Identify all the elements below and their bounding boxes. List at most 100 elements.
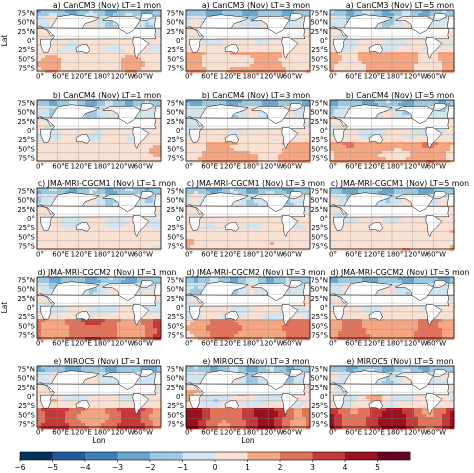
field-cell xyxy=(330,61,335,65)
field-cell xyxy=(450,46,455,50)
field-cell xyxy=(194,154,199,158)
field-cell xyxy=(101,58,106,62)
field-cell xyxy=(418,160,423,164)
field-cell xyxy=(302,130,307,134)
field-cell xyxy=(53,245,58,249)
field-cell xyxy=(290,145,295,149)
field-cell xyxy=(302,43,307,47)
lat-tick-label: 0° xyxy=(176,37,184,45)
field-cell xyxy=(250,139,255,143)
field-cell xyxy=(418,49,423,53)
field-cell xyxy=(330,127,335,131)
field-cell xyxy=(105,218,110,222)
field-cell xyxy=(294,64,299,68)
field-cell xyxy=(378,112,383,116)
field-cell xyxy=(338,145,343,149)
field-cell xyxy=(198,160,203,164)
field-cell xyxy=(298,160,303,164)
field-cell xyxy=(69,218,74,222)
field-cell xyxy=(37,70,42,74)
field-cell xyxy=(334,124,339,128)
field-cell xyxy=(442,67,447,71)
field-cell xyxy=(57,154,62,158)
field-cell xyxy=(137,194,142,198)
field-cell xyxy=(69,221,74,225)
field-cell xyxy=(414,40,419,44)
field-cell xyxy=(41,22,46,26)
field-cell xyxy=(222,145,227,149)
field-cell xyxy=(234,61,239,65)
field-cell xyxy=(101,64,106,68)
field-cell xyxy=(45,239,50,243)
field-cell xyxy=(198,145,203,149)
field-cell xyxy=(210,188,215,192)
field-cell xyxy=(210,13,215,17)
field-cell xyxy=(202,139,207,143)
field-cell xyxy=(298,112,303,116)
field-cell xyxy=(398,10,403,14)
field-cell xyxy=(113,133,118,137)
field-cell xyxy=(113,40,118,44)
field-cell xyxy=(302,55,307,59)
field-cell xyxy=(210,160,215,164)
field-cell xyxy=(149,58,154,62)
field-cell xyxy=(49,49,54,53)
field-cell xyxy=(346,55,351,59)
field-cell xyxy=(190,13,195,17)
field-cell xyxy=(394,157,399,161)
field-cell xyxy=(85,13,90,17)
field-cell xyxy=(69,145,74,149)
field-cell xyxy=(145,248,150,252)
field-cell xyxy=(298,55,303,59)
field-cell xyxy=(306,145,311,149)
field-cell xyxy=(342,151,347,155)
field-cell xyxy=(334,160,339,164)
field-cell xyxy=(342,100,347,104)
field-cell xyxy=(89,242,94,246)
field-cell xyxy=(101,245,106,249)
field-cell xyxy=(157,151,162,155)
field-cell xyxy=(306,10,311,14)
field-cell xyxy=(57,191,62,195)
field-cell xyxy=(258,136,263,140)
field-cell xyxy=(89,64,94,68)
field-cell xyxy=(290,151,295,155)
field-cell xyxy=(238,188,243,192)
field-cell xyxy=(218,160,223,164)
field-cell xyxy=(350,154,355,158)
field-cell xyxy=(93,13,98,17)
field-cell xyxy=(274,61,279,65)
field-cell xyxy=(398,139,403,143)
field-cell xyxy=(410,103,415,107)
field-cell xyxy=(334,109,339,113)
field-cell xyxy=(121,221,126,225)
field-cell xyxy=(73,224,78,228)
field-cell xyxy=(85,61,90,65)
field-cell xyxy=(286,103,291,107)
field-cell xyxy=(398,136,403,140)
field-cell xyxy=(362,130,367,134)
field-cell xyxy=(202,136,207,140)
field-cell xyxy=(157,145,162,149)
field-cell xyxy=(190,115,195,119)
field-cell xyxy=(105,245,110,249)
field-cell xyxy=(350,67,355,71)
field-cell xyxy=(290,64,295,68)
field-cell xyxy=(218,151,223,155)
field-cell xyxy=(378,70,383,74)
field-cell xyxy=(434,151,439,155)
field-cell xyxy=(137,58,142,62)
field-cell xyxy=(69,46,74,50)
field-cell xyxy=(230,40,235,44)
field-cell xyxy=(378,154,383,158)
field-cell xyxy=(77,221,82,225)
field-cell xyxy=(250,203,255,207)
field-cell xyxy=(294,112,299,116)
field-cell xyxy=(274,151,279,155)
continent-outline xyxy=(75,222,90,232)
field-cell xyxy=(117,145,122,149)
field-cell xyxy=(49,148,54,152)
field-cell xyxy=(157,227,162,231)
field-cell xyxy=(338,55,343,59)
field-cell xyxy=(378,157,383,161)
